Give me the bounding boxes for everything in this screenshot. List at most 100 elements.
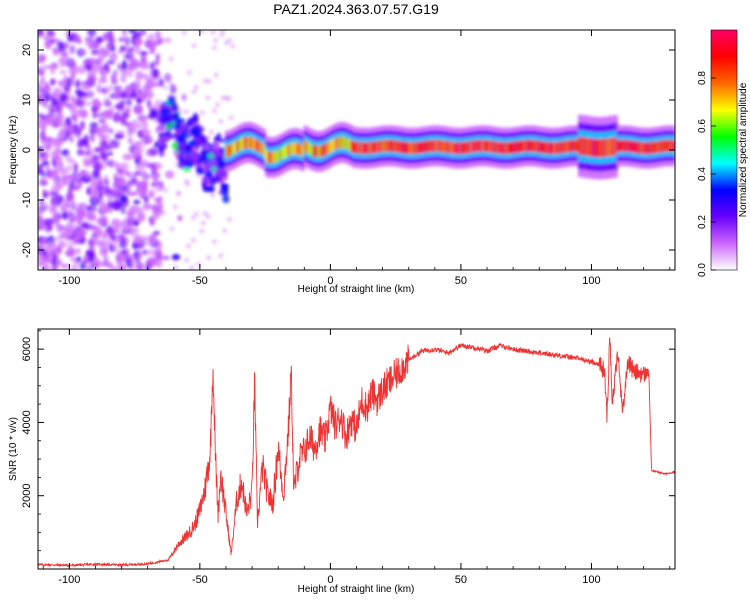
spectrogram-cell <box>42 34 52 41</box>
spectrogram-cell <box>599 139 603 158</box>
spectrogram-cell <box>135 180 140 189</box>
spectrogram-cell <box>671 139 674 152</box>
spectrogram-cell <box>194 160 200 166</box>
spectrogram-cell <box>252 137 255 150</box>
spectrogram-cell <box>355 141 359 154</box>
spectrogram-cell <box>184 257 190 263</box>
spectrogram-cell <box>101 87 107 93</box>
spectrogram-cell <box>154 185 163 192</box>
spectrogram-cell <box>104 101 113 107</box>
spectrogram-cell <box>619 139 623 152</box>
spectrogram-cell <box>125 36 130 47</box>
spectrogram-cell <box>359 142 363 154</box>
spectrogram-cell <box>107 128 114 134</box>
spectrogram-cell <box>147 136 154 144</box>
spectrogram-cell <box>39 66 45 71</box>
spectrogram-cell <box>613 137 617 156</box>
spectrogram-cell <box>107 193 113 202</box>
spectrogram-cell <box>259 141 262 154</box>
spectrogram-cell <box>519 140 522 153</box>
spectrogram-cell <box>556 142 560 154</box>
spectrogram-cell <box>66 247 76 257</box>
spectrogram-cell <box>39 202 50 211</box>
spectrogram-cell <box>213 72 219 78</box>
spectrogram-cell <box>310 143 314 156</box>
spectrogram-cell <box>513 141 516 154</box>
spectrogram-cell <box>125 70 130 78</box>
spectrogram-cell <box>565 140 568 153</box>
spectrogram-cell <box>490 140 494 153</box>
spectrogram-cell <box>346 137 350 150</box>
spectrogram-cell <box>44 164 51 173</box>
spectrogram-cell <box>384 139 387 152</box>
spectrogram-cell <box>164 131 172 137</box>
spectrogram-cell <box>444 140 448 153</box>
spectrogram-cell <box>395 140 399 153</box>
spectrogram-cell <box>595 138 598 158</box>
spectrogram-cell <box>216 179 224 184</box>
spectrogram-cell <box>282 147 285 160</box>
spectrogram-cell <box>105 41 113 52</box>
spectrogram-cell <box>546 141 549 154</box>
colorbar-ticks: 0.0 0.2 0.4 0.6 0.8 <box>697 71 716 277</box>
spectrogram-cell <box>325 143 328 156</box>
spectrogram-cell <box>92 194 98 205</box>
spectrogram-cell <box>648 142 651 155</box>
spectrogram-cell <box>213 37 219 43</box>
spectrogram-cell <box>589 138 593 157</box>
spectrogram-cell <box>408 142 412 155</box>
spectrogram-cell <box>635 141 639 154</box>
spectrogram-cell <box>667 139 670 152</box>
spectrogram-xtick-label: -50 <box>192 275 208 287</box>
spectrogram-cell <box>88 134 95 139</box>
spectrogram-cell <box>58 128 67 139</box>
spectrogram-cell <box>431 139 435 152</box>
spectrogram-cell <box>559 141 562 154</box>
spectrogram-cell <box>516 141 519 154</box>
spectrogram-cell <box>77 108 86 118</box>
spectrogram-cell <box>618 140 621 152</box>
spectrogram-cell <box>150 61 155 70</box>
spectrogram-cell <box>146 263 151 270</box>
spectrogram-cell <box>160 109 167 114</box>
spectrogram-cell <box>521 140 525 153</box>
spectrogram-cell <box>191 43 197 49</box>
spectrogram-cell <box>78 149 87 157</box>
spectrogram-cell <box>625 139 628 152</box>
spectrogram-cell <box>56 41 64 47</box>
spectrogram-cell <box>220 182 225 191</box>
spectrogram-cell <box>668 139 672 152</box>
spectrogram-cell <box>57 57 66 64</box>
spectrogram-cell <box>101 234 108 240</box>
spectrogram-cell <box>50 204 56 210</box>
spectrogram-cell <box>547 142 551 154</box>
spectrogram-cell <box>142 205 153 210</box>
spectrogram-cell <box>418 141 422 154</box>
spectrogram-cell <box>544 141 548 154</box>
spectrogram-cell <box>567 140 571 153</box>
spectrogram-cell <box>97 180 103 185</box>
spectrogram-cell <box>201 164 212 172</box>
spectrogram-cell <box>351 140 354 153</box>
spectrogram-cell <box>596 139 600 158</box>
spectrogram-cell <box>152 68 159 79</box>
spectrogram-cell <box>82 157 88 167</box>
spectrogram-cell <box>66 58 76 68</box>
spectrogram-cell <box>102 255 109 266</box>
spectrogram-cell <box>335 137 338 150</box>
spectrogram-ytick-label: 0 <box>21 147 33 153</box>
spectrogram-cell <box>184 109 190 115</box>
spectrogram-cell <box>116 188 123 193</box>
spectrogram-cell <box>171 253 181 261</box>
spectrogram-cell <box>646 142 650 155</box>
spectrogram-cell <box>128 68 133 78</box>
spectrogram-cell <box>93 63 103 72</box>
spectrogram-cell <box>208 129 214 135</box>
spectrogram-cell <box>101 75 108 85</box>
spectrogram-cell <box>38 199 45 205</box>
snr-background <box>38 329 675 569</box>
spectrogram-cell <box>44 39 52 50</box>
spectrogram-cell <box>527 139 531 152</box>
spectrogram-cell <box>366 142 370 155</box>
spectrogram-cell <box>473 140 476 153</box>
